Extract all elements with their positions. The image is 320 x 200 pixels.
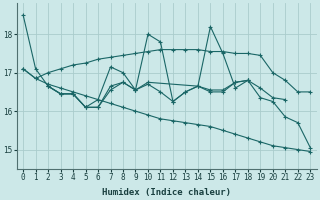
X-axis label: Humidex (Indice chaleur): Humidex (Indice chaleur) <box>102 188 231 197</box>
